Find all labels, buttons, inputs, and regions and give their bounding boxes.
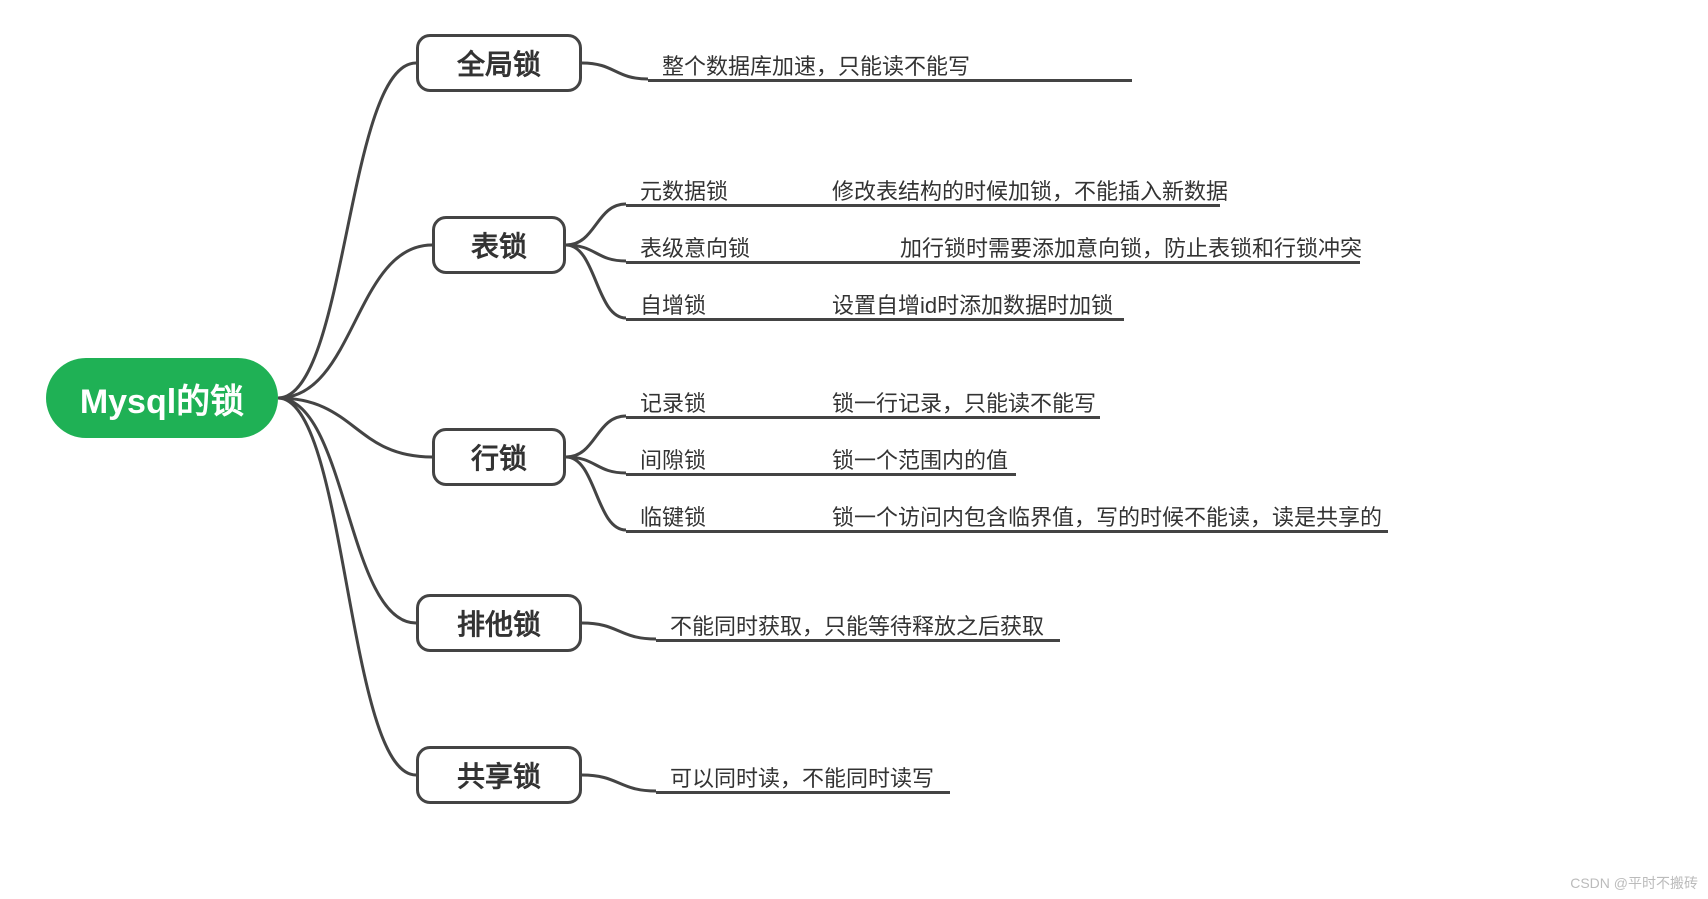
- leaf-underline-2: [626, 261, 1360, 264]
- branch-b4: 排他锁: [416, 594, 582, 652]
- root-node: Mysql的锁: [46, 358, 278, 438]
- leaf-desc-2: 加行锁时需要添加意向锁，防止表锁和行锁冲突: [900, 231, 1362, 263]
- leaf-label-5: 间隙锁: [640, 443, 706, 475]
- leaf-underline-3: [626, 318, 1124, 321]
- leaf-label-6: 临键锁: [640, 500, 706, 532]
- leaf-desc-6: 锁一个访问内包含临界值，写的时候不能读，读是共享的: [832, 500, 1382, 532]
- leaf-underline-0: [648, 79, 1132, 82]
- leaf-desc-7: 不能同时获取，只能等待释放之后获取: [670, 609, 1044, 641]
- branch-label: 共享锁: [457, 755, 541, 795]
- leaf-label-1: 元数据锁: [640, 174, 728, 206]
- leaf-desc-1: 修改表结构的时候加锁，不能插入新数据: [832, 174, 1228, 206]
- leaf-label-3: 自增锁: [640, 288, 706, 320]
- leaf-desc-0: 整个数据库加速，只能读不能写: [662, 49, 970, 81]
- leaf-underline-6: [626, 530, 1388, 533]
- leaf-underline-1: [626, 204, 1220, 207]
- watermark: CSDN @平时不搬砖: [1570, 873, 1698, 893]
- leaf-desc-5: 锁一个范围内的值: [832, 443, 1008, 475]
- leaf-desc-4: 锁一行记录，只能读不能写: [832, 386, 1096, 418]
- branch-b1: 全局锁: [416, 34, 582, 92]
- branch-label: 行锁: [471, 437, 527, 477]
- leaf-label-4: 记录锁: [640, 386, 706, 418]
- branch-label: 表锁: [471, 225, 527, 265]
- root-label: Mysql的锁: [80, 374, 244, 423]
- branch-b3: 行锁: [432, 428, 566, 486]
- leaf-underline-4: [626, 416, 1100, 419]
- leaf-underline-8: [656, 791, 950, 794]
- leaf-underline-7: [656, 639, 1060, 642]
- branch-b2: 表锁: [432, 216, 566, 274]
- leaf-label-2: 表级意向锁: [640, 231, 750, 263]
- leaf-desc-3: 设置自增id时添加数据时加锁: [832, 288, 1113, 320]
- branch-b5: 共享锁: [416, 746, 582, 804]
- branch-label: 排他锁: [457, 603, 541, 643]
- branch-label: 全局锁: [457, 43, 541, 83]
- leaf-underline-5: [626, 473, 1016, 476]
- leaf-desc-8: 可以同时读，不能同时读写: [670, 761, 934, 793]
